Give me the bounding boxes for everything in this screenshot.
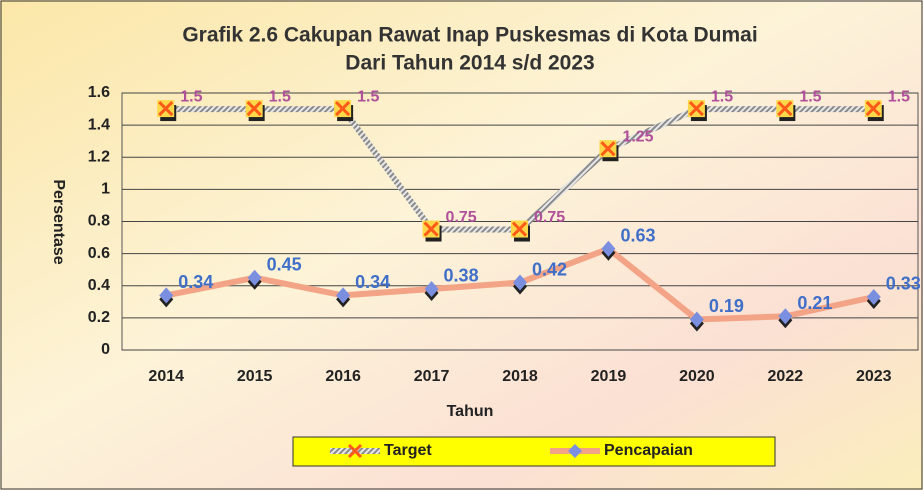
- data-label: 1.5: [357, 88, 379, 105]
- legend-label: Pencapaian: [604, 442, 693, 459]
- x-tick-label: 2016: [325, 368, 361, 385]
- data-label: 0.38: [444, 266, 479, 286]
- data-label: 1.5: [799, 88, 821, 105]
- marker: [336, 287, 351, 304]
- data-label: 1.5: [269, 88, 291, 105]
- marker: [511, 220, 530, 242]
- data-label: 1.25: [622, 128, 653, 145]
- y-tick-label: 0.2: [88, 309, 110, 326]
- data-label: 0.34: [178, 272, 213, 292]
- marker: [866, 288, 881, 305]
- data-label: 0.42: [532, 259, 567, 279]
- y-tick-label: 0: [101, 341, 110, 358]
- x-tick-label: 2018: [502, 368, 538, 385]
- data-label: 0.63: [620, 226, 655, 246]
- marker: [864, 100, 884, 122]
- y-tick-label: 1: [101, 181, 110, 198]
- legend-label: Target: [384, 442, 432, 459]
- marker: [422, 220, 442, 242]
- chart-title: Grafik 2.6 Cakupan Rawat Inap Puskesmas …: [182, 24, 757, 47]
- chart-subtitle: Dari Tahun 2014 s/d 2023: [345, 52, 594, 75]
- marker: [245, 100, 265, 122]
- x-tick-label: 2022: [768, 368, 804, 385]
- marker: [334, 100, 354, 122]
- marker: [247, 269, 262, 286]
- marker: [776, 100, 796, 122]
- y-tick-label: 1.2: [88, 148, 110, 165]
- x-tick-label: 2017: [414, 368, 450, 385]
- marker: [513, 274, 527, 291]
- data-label: 0.75: [446, 209, 477, 226]
- marker: [424, 280, 439, 297]
- x-tick-label: 2023: [856, 368, 892, 385]
- data-label: 0.75: [534, 209, 565, 226]
- data-label: 0.45: [267, 254, 302, 274]
- data-label: 1.5: [711, 88, 733, 105]
- y-tick-label: 1.6: [88, 84, 110, 101]
- marker: [599, 140, 619, 162]
- marker: [689, 311, 704, 328]
- data-label: 0.33: [886, 274, 921, 294]
- x-tick-label: 2015: [237, 368, 273, 385]
- marker: [601, 240, 616, 257]
- marker: [687, 100, 707, 122]
- y-tick-label: 0.6: [88, 245, 110, 262]
- data-label: 0.19: [709, 296, 744, 316]
- x-tick-label: 2020: [679, 368, 715, 385]
- x-tick-label: 2014: [148, 368, 184, 385]
- data-label: 0.21: [797, 293, 832, 313]
- marker: [157, 100, 177, 122]
- legend-marker: [568, 444, 582, 458]
- x-axis-label: Tahun: [447, 403, 494, 420]
- data-label: 1.5: [888, 88, 910, 105]
- x-tick-label: 2019: [591, 368, 627, 385]
- y-tick-label: 1.4: [88, 116, 110, 133]
- y-tick-label: 0.8: [88, 213, 110, 230]
- data-label: 0.34: [355, 272, 390, 292]
- y-tick-label: 0.4: [88, 277, 110, 294]
- data-label: 1.5: [180, 88, 202, 105]
- legend-marker: [347, 443, 363, 459]
- marker: [778, 308, 793, 325]
- y-axis-label: Persentase: [50, 179, 67, 264]
- marker: [159, 287, 174, 304]
